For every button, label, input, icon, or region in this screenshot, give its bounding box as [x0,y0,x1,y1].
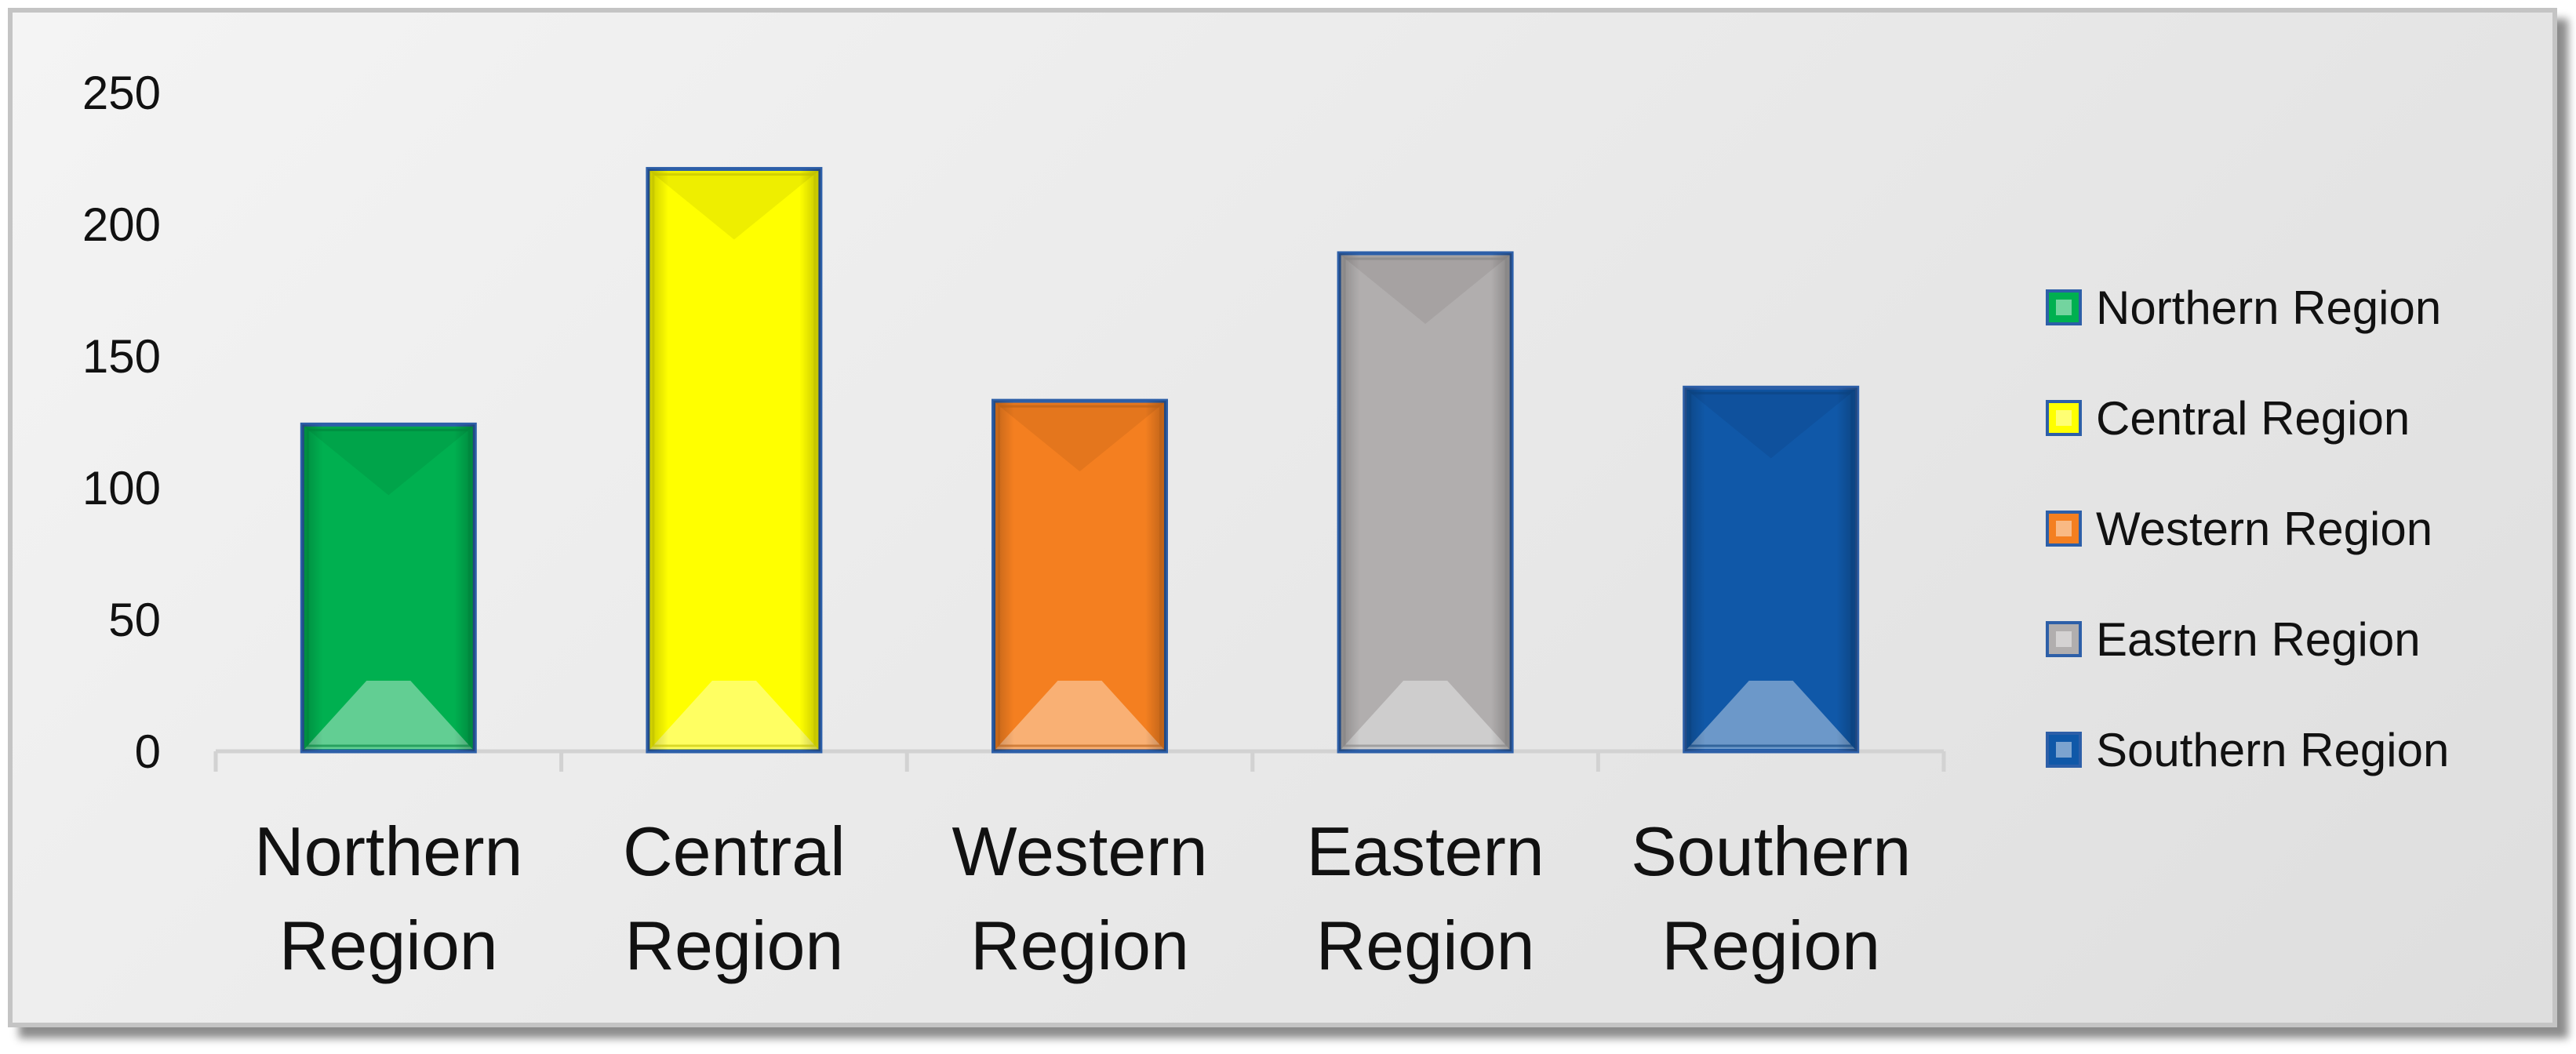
x-category-label: Eastern Region [1306,812,1544,984]
legend-label: Northern Region [2096,282,2441,334]
legend-item: Northern Region [2046,282,2441,334]
y-axis-tick-labels: 0 50 100 150 200 250 [82,67,161,778]
bar [646,166,823,754]
bar [300,422,477,754]
y-tick-label: 50 [108,594,161,646]
legend-swatch [2046,400,2082,436]
x-category-label: Central Region [623,812,846,984]
legend-label: Central Region [2096,392,2410,445]
legend-swatch [2046,511,2082,547]
y-tick-label: 100 [82,462,161,514]
legend-swatch [2046,621,2082,657]
bars [300,166,1860,754]
y-tick-label: 200 [82,198,161,251]
x-axis-category-labels: Northern Region Central Region Western Region… [254,812,1911,984]
legend-item: Central Region [2046,392,2410,445]
legend-swatch [2046,732,2082,768]
legend-item: Western Region [2046,503,2432,555]
legend-label: Western Region [2096,503,2432,555]
x-category-label: Southern Region [1631,812,1911,984]
bar [1337,251,1514,754]
legend-item: Southern Region [2046,724,2449,776]
legend-label: Eastern Region [2096,613,2421,666]
x-category-label: Northern Region [254,812,522,984]
x-category-label: Western Region [951,812,1207,984]
bar [1683,385,1860,754]
y-tick-label: 0 [135,725,161,778]
bar [991,398,1168,754]
legend: Northern Region Central Region Western Reg… [2046,282,2449,776]
legend-label: Southern Region [2096,724,2449,776]
legend-item: Eastern Region [2046,613,2421,666]
y-tick-label: 250 [82,67,161,119]
x-axis [213,749,1946,772]
y-tick-label: 150 [82,330,161,383]
legend-swatch [2046,289,2082,325]
